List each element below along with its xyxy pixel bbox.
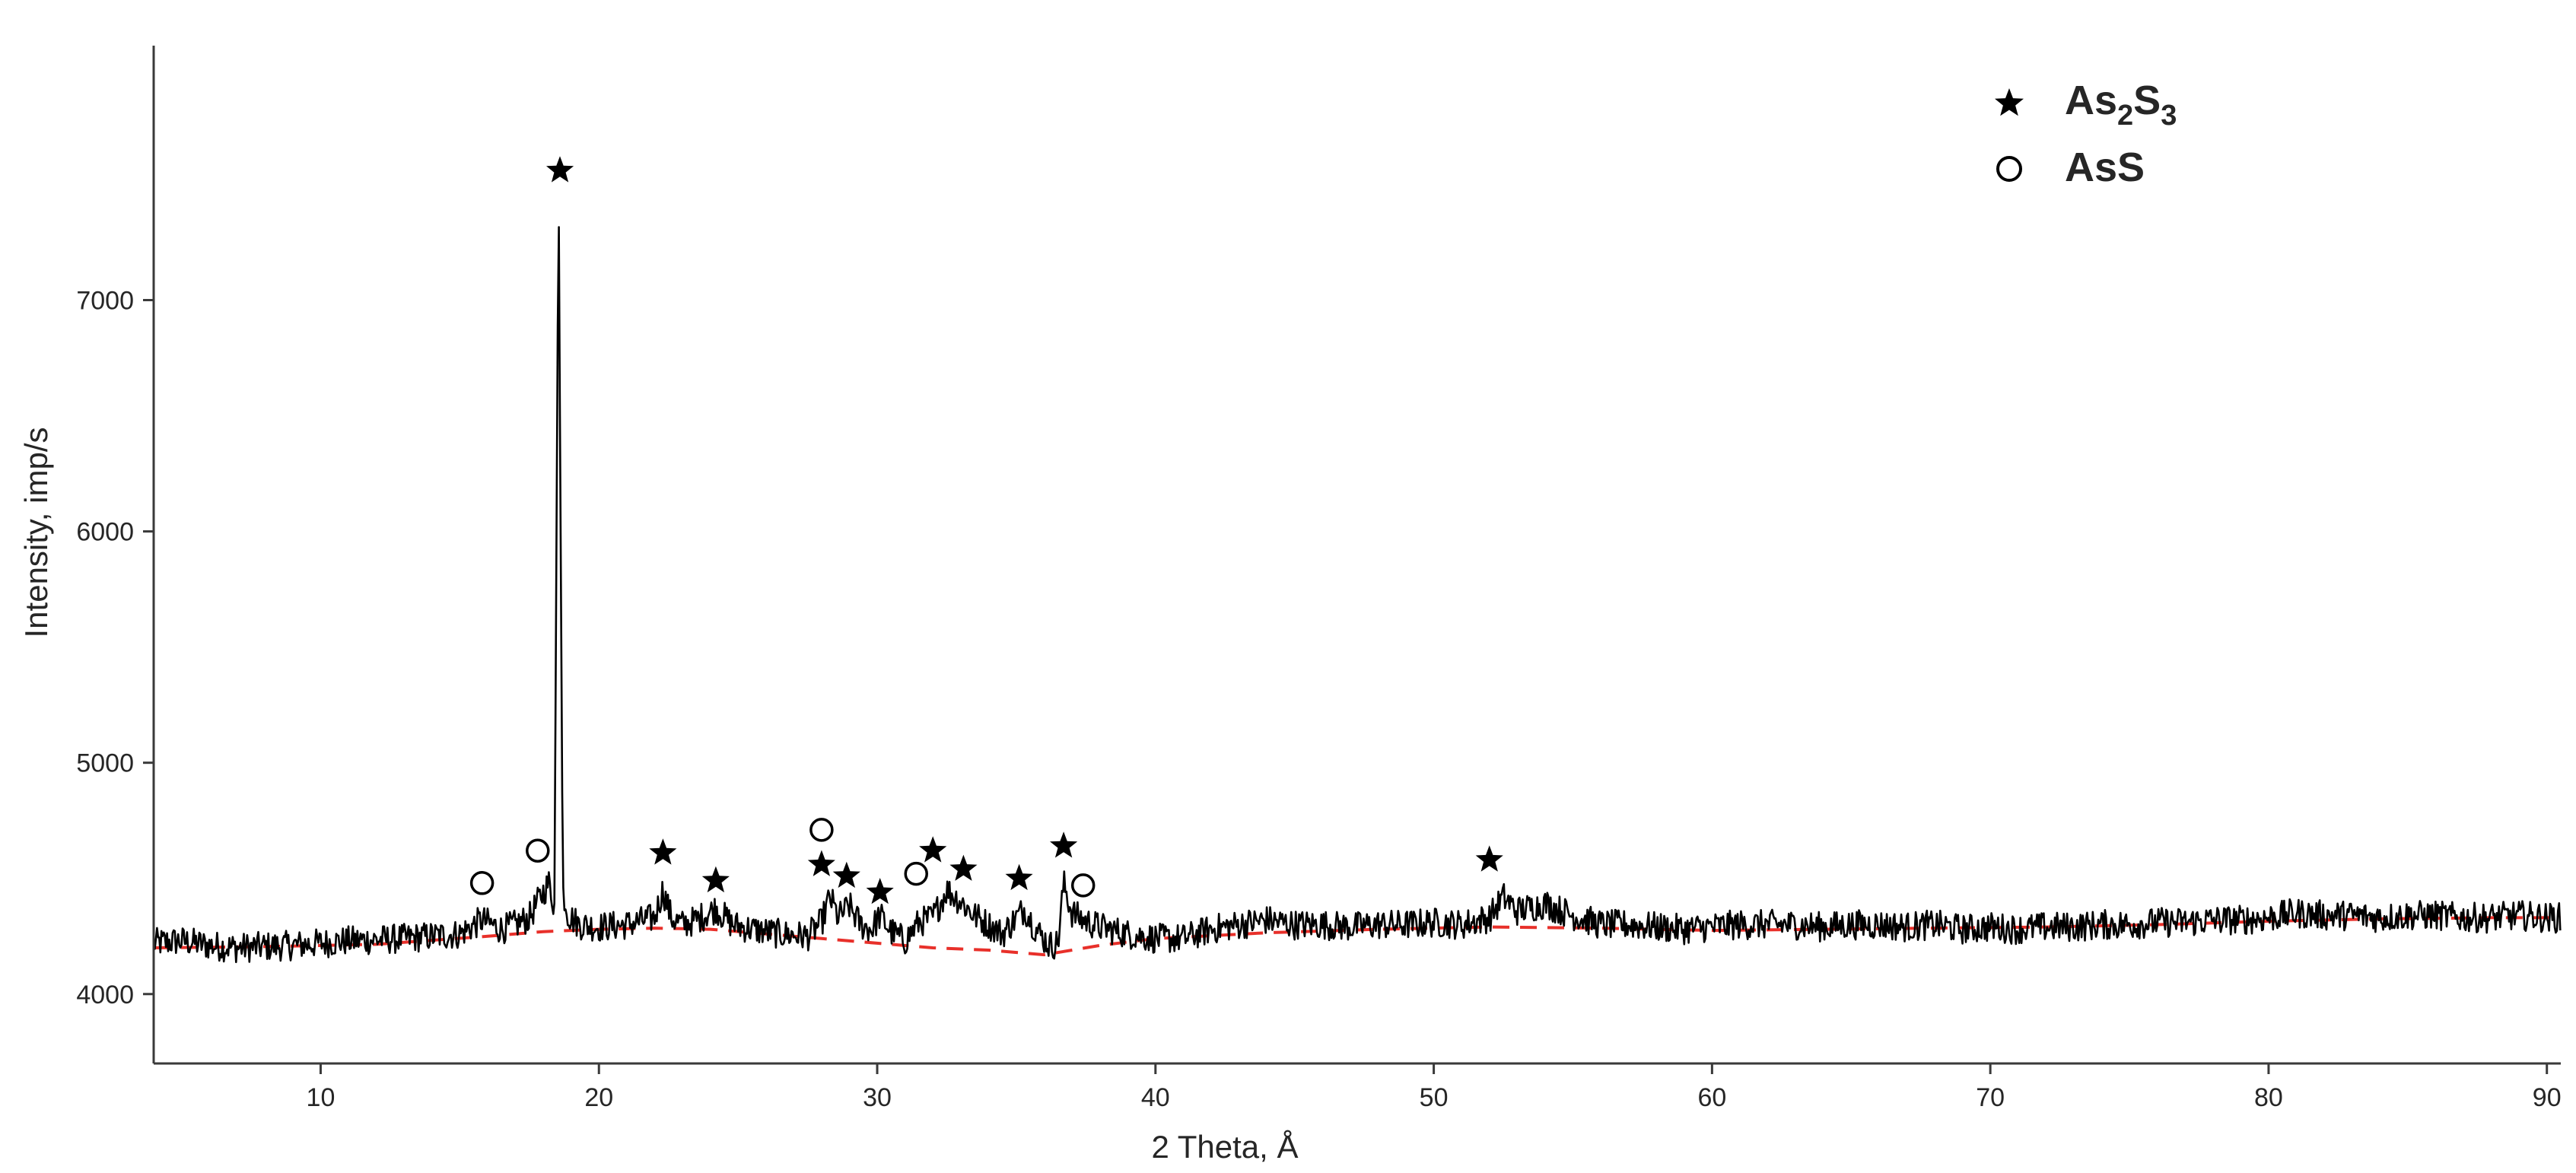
y-tick-label: 5000: [76, 749, 134, 778]
legend-item-ass: AsS: [1996, 145, 2145, 190]
x-tick-label: 90: [2533, 1083, 2562, 1112]
marker-as2s3-star-icon: [832, 861, 860, 888]
x-ticks: 10 20 30 40 50 60 70 80 90: [307, 1063, 2562, 1112]
baseline-layer: [153, 916, 2561, 957]
legend: As2S3 AsS: [1995, 78, 2177, 190]
y-axis-title: Intensity, imp/s: [18, 428, 54, 638]
x-tick-label: 50: [1420, 1083, 1449, 1112]
marker-as2s3-star-icon: [1475, 845, 1503, 872]
legend-item-as2s3: As2S3: [1995, 78, 2177, 132]
legend-label-ass: AsS: [2065, 145, 2145, 190]
marker-ass-circle-icon: [904, 861, 928, 886]
marker-as2s3-star-icon: [546, 156, 574, 183]
marker-as2s3-star-icon: [1050, 831, 1078, 858]
legend-label-as2s3-sub1: 2: [2117, 100, 2133, 132]
pattern-series-line: [152, 226, 2562, 964]
marker-ass-circle-icon: [1070, 873, 1096, 898]
pattern-layer: [152, 226, 2562, 964]
legend-label-as2s3: As2S3: [2065, 78, 2177, 132]
marker-as2s3-star-icon: [701, 866, 730, 893]
y-tick-label: 7000: [76, 287, 134, 316]
y-tick-label: 4000: [76, 981, 134, 1009]
marker-ass-circle-icon: [809, 818, 834, 842]
legend-label-as2s3-base2: S: [2133, 78, 2161, 123]
plot-area: [152, 156, 2562, 964]
marker-as2s3-star-icon: [649, 838, 677, 865]
x-tick-label: 60: [1697, 1083, 1726, 1112]
legend-label-as2s3-sub2: 3: [2161, 100, 2177, 132]
x-tick-label: 40: [1141, 1083, 1170, 1112]
x-tick-label: 10: [307, 1083, 336, 1112]
marker-as2s3-star-icon: [807, 850, 835, 876]
marker-as2s3-star-icon: [1005, 863, 1033, 891]
x-tick-label: 80: [2254, 1083, 2283, 1112]
y-ticks: 4000 5000 6000 7000: [76, 287, 154, 1009]
marker-as2s3-star-icon: [919, 836, 947, 863]
legend-label-as2s3-base1: As: [2065, 78, 2117, 123]
x-tick-label: 30: [863, 1083, 892, 1112]
marker-layer: [469, 156, 1503, 904]
baseline-series-line: [153, 916, 2561, 957]
x-tick-label: 70: [1976, 1083, 2005, 1112]
x-axis-title: 2 Theta, Å: [1151, 1129, 1298, 1165]
marker-ass-circle-icon: [526, 838, 550, 863]
y-tick-label: 6000: [76, 518, 134, 547]
star-icon: [1995, 88, 2024, 116]
x-tick-label: 20: [584, 1083, 613, 1112]
circle-icon: [1996, 156, 2022, 182]
marker-as2s3-star-icon: [866, 878, 894, 904]
marker-ass-circle-icon: [469, 871, 495, 895]
marker-as2s3-star-icon: [949, 854, 978, 881]
axes: 10 20 30 40 50 60 70 80 90 4000 5000 6000 7000: [76, 46, 2562, 1112]
